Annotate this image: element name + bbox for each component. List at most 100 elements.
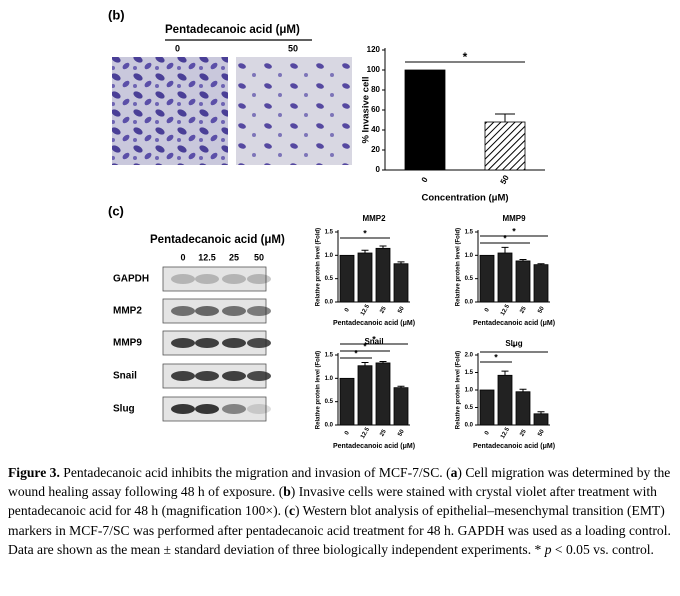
bar — [497, 252, 513, 303]
bar — [479, 254, 495, 303]
blot-band — [195, 306, 219, 316]
x-axis-label: Pentadecanoic acid (μM) — [473, 320, 555, 327]
blot-band — [171, 404, 195, 414]
blot-band — [222, 404, 246, 414]
y-tick-label: 100 — [367, 65, 381, 74]
blot-band — [247, 371, 271, 381]
blot-header: Pentadecanoic acid (μM) — [150, 234, 285, 246]
x-tick-label: 25 — [379, 305, 388, 314]
caption-text: ) Western blot analysis of epithelial–me… — [8, 503, 671, 557]
micrograph — [112, 57, 228, 165]
caption-text: Figure 3. — [8, 465, 60, 480]
y-tick-label: 0.0 — [325, 300, 334, 306]
y-tick-label: 40 — [371, 125, 380, 134]
y-tick-label: 0.5 — [325, 399, 334, 405]
significance-mark: * — [512, 342, 516, 352]
panel-label: (b) — [108, 7, 125, 22]
significance-mark: * — [372, 334, 376, 344]
error-bar — [501, 370, 509, 376]
bar — [533, 413, 549, 426]
significance-mark: * — [503, 233, 507, 243]
significance-mark: * — [463, 50, 468, 64]
error-bar — [519, 388, 527, 392]
row-label: GAPDH — [113, 274, 149, 285]
bar — [484, 121, 526, 171]
bar — [533, 264, 549, 303]
caption: Figure 3. Pentadecanoic acid inhibits th… — [8, 463, 672, 559]
blot-band — [195, 404, 219, 414]
bar — [339, 377, 355, 426]
bar — [515, 260, 531, 303]
y-axis-label: Relative protein level (Fold) — [456, 351, 462, 429]
error-bar — [379, 361, 387, 363]
charts: 0 20 40 60 80 100 120 Concentration (μM) % Invas… — [316, 45, 555, 450]
blot-band — [171, 306, 195, 316]
x-tick-label: 0 — [484, 430, 491, 436]
bar — [357, 365, 373, 426]
figure: (b) Pentadecanoic acid (μM) 0 50 (c) Pen… — [108, 7, 555, 450]
y-tick-label: 1.5 — [465, 230, 474, 236]
x-tick-label: 12.5 — [360, 303, 371, 317]
x-tick-label: 25 — [519, 305, 528, 314]
x-tick-label: 50 — [397, 428, 406, 437]
x-tick-label: 0 — [344, 430, 351, 436]
chart-title: Slug — [505, 339, 522, 348]
error-bar — [397, 385, 405, 388]
y-axis-label: Relative protein level (Fold) — [456, 228, 462, 306]
x-tick-label: 50 — [397, 305, 406, 314]
caption-text: c — [288, 503, 295, 519]
significance-mark: * — [354, 348, 358, 358]
error-bar — [537, 263, 545, 265]
panel-label: (c) — [108, 203, 124, 218]
blot-band — [171, 338, 195, 348]
y-tick-label: 0.0 — [465, 423, 474, 429]
chart-title: MMP2 — [362, 214, 386, 223]
row-label: Snail — [113, 371, 137, 382]
x-axis-label: Pentadecanoic acid (μM) — [333, 320, 415, 327]
caption-text: a — [450, 465, 458, 480]
bar — [515, 391, 531, 426]
caption-text: ) Cell migration was determined by the w… — [8, 465, 671, 500]
bar — [393, 387, 409, 426]
caption-text: p — [544, 541, 552, 557]
significance-mark: * — [512, 226, 516, 236]
y-tick-label: 20 — [371, 145, 380, 154]
bar — [393, 263, 409, 303]
y-tick-label: 1.5 — [465, 370, 474, 376]
error-bar — [519, 259, 527, 261]
blot-band — [247, 404, 271, 414]
y-tick-label: 1.5 — [325, 230, 334, 236]
bar — [479, 389, 495, 426]
x-tick-label: 50 — [537, 305, 546, 314]
blot-band — [171, 371, 195, 381]
blot-band — [195, 274, 219, 284]
y-tick-label: 1.0 — [465, 388, 474, 394]
blot-band — [222, 338, 246, 348]
y-tick-label: 1.0 — [465, 253, 474, 259]
y-axis-label: % Invasive cell — [361, 76, 372, 143]
lane-label: 12.5 — [198, 252, 216, 262]
x-tick-label: 0 — [344, 307, 351, 313]
x-tick-label: 50 — [499, 173, 512, 186]
y-tick-label: 2.0 — [465, 353, 474, 359]
blot-strip — [162, 266, 267, 292]
x-tick-label: 0 — [484, 307, 491, 313]
y-tick-label: 0.5 — [465, 405, 474, 411]
caption-text: < 0.05 vs. control. — [551, 541, 654, 557]
y-tick-label: 0.5 — [465, 276, 474, 282]
bar — [375, 247, 391, 303]
image-label: 50 — [288, 43, 298, 53]
bar — [357, 252, 373, 303]
image-header: Pentadecanoic acid (μM) — [165, 24, 300, 36]
caption-text: ) Invasive cells were stained with cryst… — [8, 484, 657, 519]
lane-label: 0 — [180, 252, 185, 262]
y-tick-label: 0.0 — [325, 423, 334, 429]
x-axis-label: Pentadecanoic acid (μM) — [333, 443, 415, 450]
chart-title: MMP9 — [502, 214, 526, 223]
error-bar — [361, 361, 369, 366]
error-bar — [397, 261, 405, 264]
x-tick-label: 25 — [379, 428, 388, 437]
y-tick-label: 60 — [371, 105, 380, 114]
bar — [339, 254, 355, 303]
x-tick-label: 12.5 — [500, 426, 511, 440]
